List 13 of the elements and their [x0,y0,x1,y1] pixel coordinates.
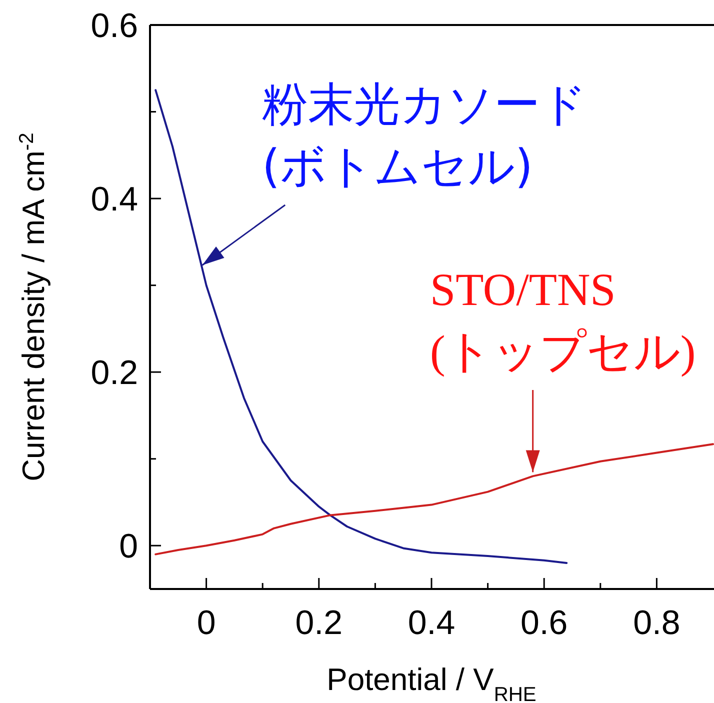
x-tick-label: 0 [196,604,216,642]
x-tick-label: 0.6 [520,604,568,642]
x-tick-label: 0.4 [408,604,456,642]
y-tick-label: 0 [119,528,138,566]
x-tick-label: 0.8 [633,604,680,642]
x-tick-label: 0.2 [295,604,343,642]
x-axis-title: Potential / V$_{RHE}$ [326,662,536,703]
series-label: 粉末光カソード (ボトムセル) [262,77,587,193]
y-tick-label: 0.2 [90,354,138,392]
line-series [154,443,714,556]
y-tick-label: 0.4 [90,180,138,219]
y-tick-label: 0.6 [90,7,138,45]
series-label: STO/TNS (トップセル) [430,264,696,377]
